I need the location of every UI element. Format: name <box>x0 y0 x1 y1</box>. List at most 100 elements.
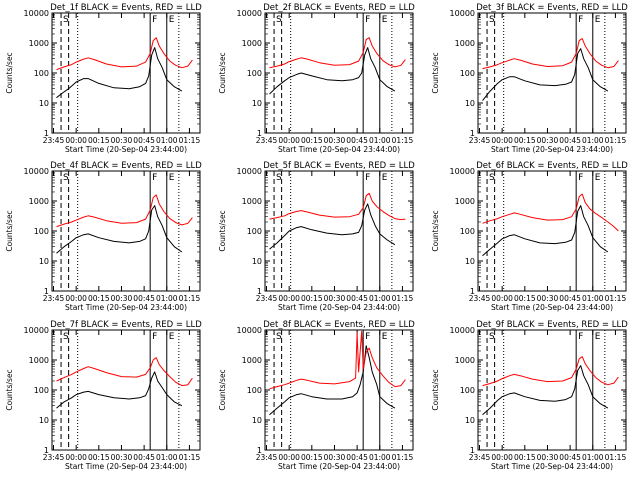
plot-title: Det_9f BLACK = Events, RED = LLD <box>476 320 628 330</box>
y-tick-label: 10 <box>252 416 262 425</box>
plot-title: Det_1f BLACK = Events, RED = LLD <box>50 3 202 13</box>
x-tick-label: 01:00 <box>369 294 391 303</box>
series-line-lld <box>269 192 406 221</box>
marker-label: E <box>595 173 601 183</box>
x-tick-label: 00:30 <box>324 453 346 462</box>
y-tick-label: 10000 <box>24 9 49 18</box>
x-tick-label: 01:00 <box>156 136 178 145</box>
marker-label: S <box>489 15 495 25</box>
x-tick-label: 01:15 <box>392 453 414 462</box>
x-tick-label: 23:45 <box>469 136 491 145</box>
x-tick-label: 00:00 <box>491 136 513 145</box>
y-tick-label: 10000 <box>450 167 475 176</box>
x-tick-label: 01:00 <box>582 136 604 145</box>
y-axis-label: Counts/sec <box>218 210 227 251</box>
plot-frame <box>264 170 414 292</box>
marker-label: S <box>276 173 282 183</box>
y-tick-label: 100 <box>460 227 475 236</box>
x-axis-label: Start Time (20-Sep-04 23:44:00) <box>65 462 187 471</box>
plot-title: Det_8f BLACK = Events, RED = LLD <box>263 320 415 330</box>
y-tick-label: 100 <box>460 69 475 78</box>
plot-frame <box>477 329 627 451</box>
x-tick-label: 01:15 <box>392 136 414 145</box>
y-tick-label: 10 <box>39 99 49 108</box>
panel-det-4: 1 10 100 1000 10000 23:45 00:00 00:15 00:30 00:45… <box>5 161 202 312</box>
y-tick-label: 1 <box>470 287 475 296</box>
x-tick-label: 01:15 <box>179 453 201 462</box>
x-tick-label: 00:30 <box>111 453 133 462</box>
x-tick-label: 00:30 <box>537 136 559 145</box>
series-line-events <box>269 345 396 416</box>
marker-label: F <box>152 332 157 342</box>
plot-title: Det_3f BLACK = Events, RED = LLD <box>476 3 628 13</box>
x-tick-label: 01:00 <box>369 453 391 462</box>
x-tick-label: 00:00 <box>278 453 300 462</box>
y-tick-label: 100 <box>247 69 262 78</box>
marker-label: E <box>595 15 601 25</box>
y-tick-label: 10000 <box>450 326 475 335</box>
x-tick-label: 00:45 <box>133 136 155 145</box>
marker-label: E <box>595 332 601 342</box>
x-tick-label: 23:45 <box>256 294 278 303</box>
y-tick-label: 1000 <box>29 197 49 206</box>
x-tick-label: 00:45 <box>133 453 155 462</box>
marker-label: E <box>169 173 175 183</box>
y-axis-label: Counts/sec <box>5 52 14 93</box>
y-tick-label: 1000 <box>29 356 49 365</box>
x-tick-label: 00:15 <box>88 453 110 462</box>
y-axis-label: Counts/sec <box>431 210 440 251</box>
series-line-lld <box>56 37 193 71</box>
y-tick-label: 100 <box>247 386 262 395</box>
plot-title: Det_4f BLACK = Events, RED = LLD <box>50 161 202 171</box>
x-tick-label: 23:45 <box>43 294 65 303</box>
x-tick-label: 00:15 <box>301 453 323 462</box>
panel-det-8: 1 10 100 1000 10000 23:45 00:00 00:15 00:30 00:45… <box>218 320 415 471</box>
y-axis-label: Counts/sec <box>431 52 440 93</box>
y-tick-label: 1 <box>257 287 262 296</box>
y-axis-label: Counts/sec <box>218 369 227 410</box>
y-tick-label: 1 <box>257 446 262 455</box>
plot-frame <box>51 170 201 292</box>
y-tick-label: 100 <box>460 386 475 395</box>
panel-det-6: 1 10 100 1000 10000 23:45 00:00 00:15 00:30 00:45… <box>431 161 628 312</box>
y-axis-label: Counts/sec <box>5 369 14 410</box>
x-tick-label: 01:15 <box>179 294 201 303</box>
x-tick-label: 01:15 <box>605 136 627 145</box>
plot-frame <box>477 12 627 134</box>
series-line-events <box>482 48 609 101</box>
x-tick-label: 01:15 <box>179 136 201 145</box>
x-tick-label: 23:45 <box>43 453 65 462</box>
plot-frame <box>477 170 627 292</box>
x-axis-label: Start Time (20-Sep-04 23:44:00) <box>65 303 187 312</box>
x-tick-label: 00:00 <box>65 136 87 145</box>
x-tick-label: 00:45 <box>559 453 581 462</box>
marker-label: F <box>365 15 370 25</box>
x-axis-label: Start Time (20-Sep-04 23:44:00) <box>491 303 613 312</box>
y-tick-label: 10000 <box>237 167 262 176</box>
series-line-lld <box>56 194 193 228</box>
x-tick-label: 00:30 <box>537 453 559 462</box>
x-axis-label: Start Time (20-Sep-04 23:44:00) <box>491 462 613 471</box>
marker-label: E <box>169 15 175 25</box>
x-tick-label: 23:45 <box>256 136 278 145</box>
panel-det-7: 1 10 100 1000 10000 23:45 00:00 00:15 00:30 00:45… <box>5 320 202 471</box>
x-tick-label: 01:15 <box>605 453 627 462</box>
x-tick-label: 00:45 <box>346 136 368 145</box>
y-tick-label: 1000 <box>29 39 49 48</box>
y-tick-label: 1000 <box>455 356 475 365</box>
y-tick-label: 10 <box>252 99 262 108</box>
y-tick-label: 1000 <box>242 197 262 206</box>
marker-label: F <box>578 15 583 25</box>
marker-label: E <box>169 332 175 342</box>
marker-label: F <box>152 15 157 25</box>
y-tick-label: 1000 <box>242 356 262 365</box>
x-tick-label: 00:00 <box>491 294 513 303</box>
y-tick-label: 10000 <box>237 9 262 18</box>
x-tick-label: 00:30 <box>324 136 346 145</box>
y-tick-label: 1 <box>470 129 475 138</box>
x-tick-label: 23:45 <box>256 453 278 462</box>
y-tick-label: 10000 <box>24 326 49 335</box>
x-axis-label: Start Time (20-Sep-04 23:44:00) <box>278 303 400 312</box>
y-tick-label: 1 <box>44 129 49 138</box>
x-tick-label: 00:30 <box>537 294 559 303</box>
